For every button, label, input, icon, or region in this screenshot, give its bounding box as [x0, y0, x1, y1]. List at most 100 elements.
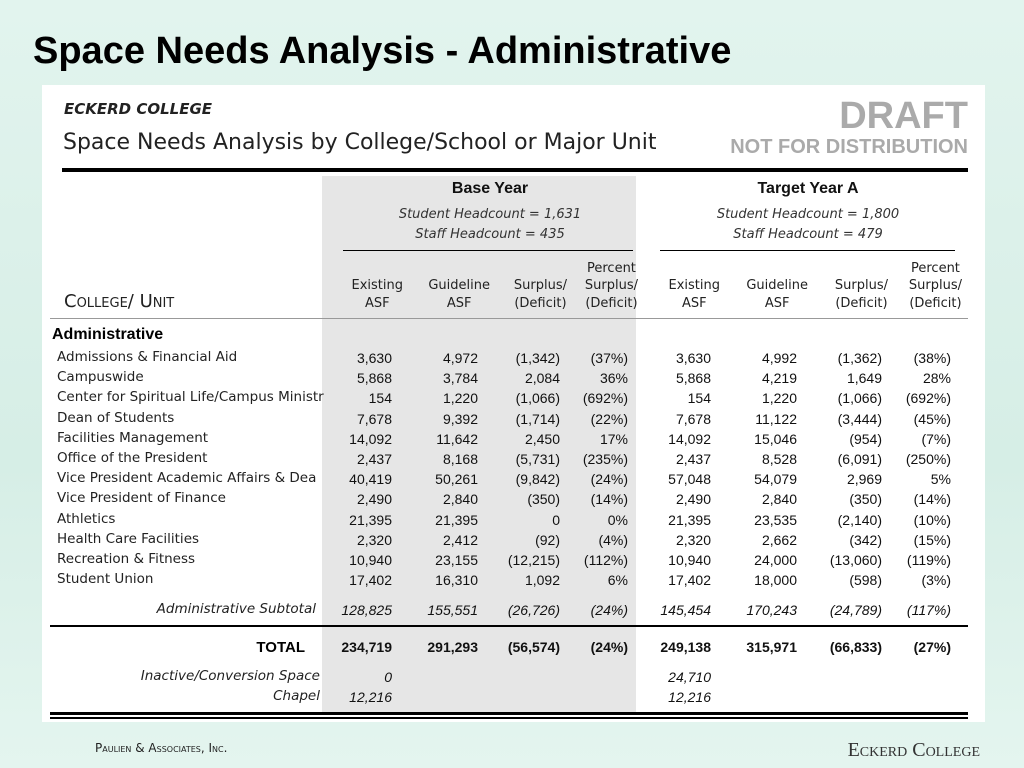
row-label: Facilities Management — [57, 429, 209, 446]
row-value: 50,261 — [435, 471, 478, 488]
row-value: (22%) — [590, 410, 628, 427]
row-label: Campuswide — [57, 369, 144, 386]
row-value: (1,066) — [515, 390, 560, 407]
row-value: (1,362) — [837, 350, 882, 366]
row-value: 3,630 — [675, 350, 711, 366]
row-value: (3%) — [921, 572, 951, 589]
row-value: (13,060) — [829, 552, 882, 568]
group-rule — [343, 250, 633, 251]
row-value: 154 — [368, 390, 392, 407]
row-value: 2,662 — [761, 531, 797, 548]
group-name: Base Year — [451, 180, 529, 197]
row-value: (119%) — [906, 552, 951, 568]
column-header: Percent Surplus/ (Deficit) — [584, 260, 638, 311]
headcount: Staff Headcount = 479 — [733, 227, 883, 242]
subtotal-value: (26,726) — [507, 602, 560, 618]
total-value: 291,293 — [427, 639, 478, 655]
row-value: 24,000 — [754, 552, 797, 568]
headcount: Staff Headcount = 435 — [415, 227, 565, 242]
row-value: 2,084 — [524, 370, 560, 387]
row-value: (14%) — [590, 491, 628, 508]
row-value: (6,091) — [837, 451, 882, 467]
row-value: 4,972 — [442, 350, 478, 366]
row-value: 17,402 — [668, 572, 711, 589]
row-value: 23,535 — [754, 511, 797, 528]
row-label: Athletics — [57, 510, 116, 527]
row-value: 10,940 — [668, 552, 711, 568]
row-value: 154 — [687, 390, 711, 407]
row-value: (5,731) — [515, 451, 560, 467]
row-value: (954) — [849, 430, 882, 447]
row-value: 5,868 — [675, 370, 711, 387]
row-value: (12,215) — [507, 552, 560, 568]
subtotal-rule — [50, 625, 968, 627]
subtotal-label: Administrative Subtotal — [156, 601, 316, 617]
row-value: 1,220 — [442, 390, 478, 407]
unit-header: College/ Unit — [64, 291, 175, 312]
row-value: (3,444) — [837, 410, 882, 427]
row-value: (7%) — [921, 430, 951, 447]
total-value: (56,574) — [507, 639, 560, 655]
draft-note: NOT FOR DISTRIBUTION — [730, 136, 968, 158]
row-value: 2,320 — [675, 531, 711, 548]
row-value: 7,678 — [675, 410, 711, 427]
column-header: Existing ASF — [668, 278, 721, 311]
row-value: (37%) — [590, 350, 628, 366]
extra-value: 24,710 — [668, 669, 711, 685]
row-value: 2,450 — [524, 430, 560, 447]
row-label: Admissions & Financial Aid — [57, 349, 238, 365]
row-value: (342) — [849, 531, 882, 548]
row-value: (9,842) — [515, 471, 560, 488]
row-value: 9,392 — [442, 410, 478, 427]
row-label: Vice President Academic Affairs & Dea — [57, 470, 317, 487]
extra-value: 12,216 — [349, 688, 392, 705]
top-rule — [62, 168, 968, 172]
row-value: (4%) — [598, 531, 628, 548]
column-header: Surplus/ (Deficit) — [513, 278, 567, 311]
row-value: (1,066) — [837, 390, 882, 407]
subtotal-value: (117%) — [906, 602, 951, 618]
row-value: 1,220 — [761, 390, 797, 407]
row-value: 3,630 — [356, 350, 392, 366]
header-rule — [50, 318, 968, 319]
row-label: Recreation & Fitness — [57, 551, 196, 567]
footer-left: Paulien & Associates, Inc. — [95, 741, 228, 755]
row-value: (92) — [535, 531, 560, 548]
row-value: 2,437 — [356, 451, 392, 467]
row-value: 17,402 — [349, 572, 392, 589]
row-value: 21,395 — [435, 511, 478, 528]
row-value: 2,412 — [442, 531, 478, 548]
row-value: (15%) — [913, 531, 951, 548]
row-value: 18,000 — [754, 572, 797, 589]
draft-mark: DRAFT — [839, 95, 968, 137]
row-value: (692%) — [582, 390, 628, 407]
row-value: 11,642 — [436, 430, 478, 447]
total-value: (66,833) — [829, 639, 882, 655]
subtotal-value: 145,454 — [660, 602, 711, 618]
row-value: 7,678 — [356, 410, 392, 427]
headcount: Student Headcount = 1,631 — [398, 207, 582, 222]
row-value: 14,092 — [349, 430, 392, 447]
slide-title: Space Needs Analysis - Administrative — [33, 30, 732, 72]
row-value: 36% — [599, 370, 628, 387]
row-value: 4,219 — [761, 370, 797, 387]
row-value: 5,868 — [356, 370, 392, 387]
row-value: 0 — [552, 511, 560, 528]
row-value: 11,122 — [755, 410, 797, 427]
section-label: Administrative — [52, 326, 164, 343]
row-label: Vice President of Finance — [57, 490, 226, 507]
row-value: 2,320 — [356, 531, 392, 548]
row-label: Health Care Facilities — [57, 530, 200, 547]
row-value: 2,437 — [675, 451, 711, 467]
row-value: 2,490 — [356, 491, 392, 508]
total-value: 315,971 — [746, 639, 797, 655]
headcount: Student Headcount = 1,800 — [716, 207, 900, 222]
row-value: 28% — [922, 370, 951, 387]
extra-value: 12,216 — [668, 688, 711, 705]
footer-right: Eckerd College — [847, 739, 980, 761]
column-header: Existing ASF — [351, 278, 404, 311]
row-value: (10%) — [913, 511, 951, 528]
row-value: 3,784 — [442, 370, 478, 387]
group-name: Target Year A — [757, 180, 859, 197]
row-value: 54,079 — [754, 471, 797, 488]
